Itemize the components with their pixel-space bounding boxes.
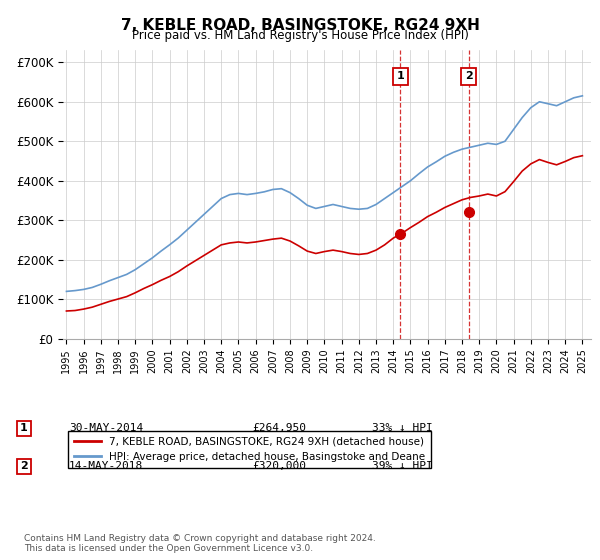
Text: 1: 1	[20, 423, 28, 433]
Text: 14-MAY-2018: 14-MAY-2018	[69, 461, 143, 472]
Text: 2: 2	[20, 461, 28, 472]
Text: Price paid vs. HM Land Registry's House Price Index (HPI): Price paid vs. HM Land Registry's House …	[131, 29, 469, 42]
Text: 7, KEBLE ROAD, BASINGSTOKE, RG24 9XH: 7, KEBLE ROAD, BASINGSTOKE, RG24 9XH	[121, 18, 479, 33]
Text: 33% ↓ HPI: 33% ↓ HPI	[372, 423, 433, 433]
Text: Contains HM Land Registry data © Crown copyright and database right 2024.
This d: Contains HM Land Registry data © Crown c…	[24, 534, 376, 553]
Text: 1: 1	[397, 71, 404, 81]
Text: 39% ↓ HPI: 39% ↓ HPI	[372, 461, 433, 472]
Text: 30-MAY-2014: 30-MAY-2014	[69, 423, 143, 433]
Text: 2: 2	[464, 71, 472, 81]
Legend: 7, KEBLE ROAD, BASINGSTOKE, RG24 9XH (detached house), HPI: Average price, detac: 7, KEBLE ROAD, BASINGSTOKE, RG24 9XH (de…	[68, 431, 431, 468]
Text: £264,950: £264,950	[252, 423, 306, 433]
Text: £320,000: £320,000	[252, 461, 306, 472]
